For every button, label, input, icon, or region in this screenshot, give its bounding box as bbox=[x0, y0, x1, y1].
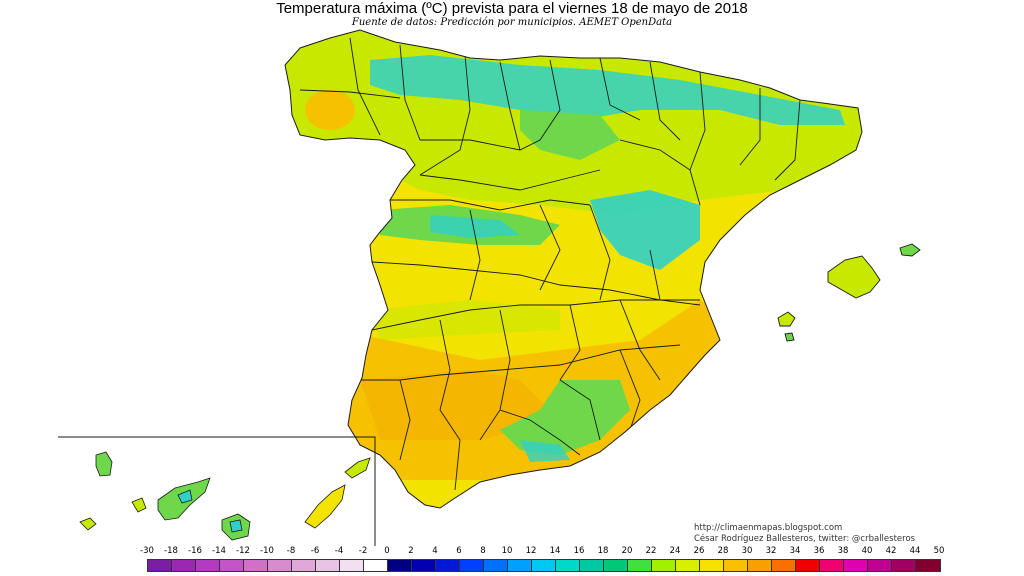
legend-swatch bbox=[652, 560, 676, 571]
legend-swatch bbox=[820, 560, 844, 571]
legend-tick-label: 50 bbox=[933, 546, 945, 556]
legend-swatch bbox=[364, 560, 388, 571]
legend-swatch bbox=[796, 560, 820, 571]
legend-tick-label: -18 bbox=[164, 546, 178, 556]
legend-swatch bbox=[484, 560, 508, 571]
legend-tick-label: 22 bbox=[645, 546, 657, 556]
legend-swatch bbox=[580, 560, 604, 571]
legend-swatch bbox=[604, 560, 628, 571]
legend-tick-label: -4 bbox=[334, 546, 344, 556]
credits: http://climaenmapas.blogspot.com César R… bbox=[694, 523, 915, 545]
map-title: Temperatura máxima (ºC) prevista para el… bbox=[276, 0, 748, 17]
legend-tick-label: -12 bbox=[236, 546, 250, 556]
legend-tick-label: 10 bbox=[501, 546, 513, 556]
legend-tick-label: -6 bbox=[310, 546, 320, 556]
legend-tick-label: 32 bbox=[765, 546, 777, 556]
map-subtitle: Fuente de datos: Predicción por municipi… bbox=[351, 17, 673, 28]
legend-tick-label: 42 bbox=[885, 546, 897, 556]
legend-swatch bbox=[220, 560, 244, 571]
legend-tick-label: 20 bbox=[621, 546, 633, 556]
legend-swatch bbox=[292, 560, 316, 571]
legend-tick-label: 36 bbox=[813, 546, 825, 556]
legend-swatch bbox=[892, 560, 916, 571]
legend-tick-label: 44 bbox=[909, 546, 921, 556]
legend-swatch bbox=[460, 560, 484, 571]
legend-tick-label: 38 bbox=[837, 546, 849, 556]
legend-tick-label: 40 bbox=[861, 546, 873, 556]
balearic-islands bbox=[777, 243, 921, 342]
legend-swatch bbox=[268, 560, 292, 571]
legend-swatch bbox=[724, 560, 748, 571]
legend-swatch bbox=[748, 560, 772, 571]
legend-tick-label: 6 bbox=[456, 546, 462, 556]
legend-swatch bbox=[772, 560, 796, 571]
legend-tick-label: 0 bbox=[384, 546, 390, 556]
legend-swatch bbox=[556, 560, 580, 571]
temperature-legend bbox=[147, 559, 941, 572]
legend-swatch bbox=[628, 560, 652, 571]
legend-tick-label: 34 bbox=[789, 546, 801, 556]
legend-tick-label: 18 bbox=[597, 546, 609, 556]
legend-tick-label: 8 bbox=[480, 546, 486, 556]
legend-swatch bbox=[700, 560, 724, 571]
legend-tick-label: 16 bbox=[573, 546, 585, 556]
legend-tick-label: -14 bbox=[212, 546, 226, 556]
legend-swatch bbox=[196, 560, 220, 571]
legend-tick-label: -2 bbox=[358, 546, 368, 556]
legend-swatch bbox=[532, 560, 556, 571]
legend-tick-label: -10 bbox=[260, 546, 274, 556]
legend-tick-label: 4 bbox=[432, 546, 438, 556]
legend-swatch bbox=[340, 560, 364, 571]
legend-swatch bbox=[388, 560, 412, 571]
legend-swatch bbox=[316, 560, 340, 571]
legend-tick-label: 28 bbox=[717, 546, 729, 556]
legend-tick-label: 14 bbox=[549, 546, 561, 556]
legend-swatch bbox=[868, 560, 892, 571]
legend-tick-label: -8 bbox=[286, 546, 296, 556]
legend-swatch bbox=[412, 560, 436, 571]
legend-swatch bbox=[436, 560, 460, 571]
legend-swatch bbox=[676, 560, 700, 571]
legend-tick-label: -16 bbox=[188, 546, 202, 556]
legend-swatch bbox=[916, 560, 940, 571]
blog-url: http://climaenmapas.blogspot.com bbox=[694, 523, 843, 533]
legend-swatch bbox=[148, 560, 172, 571]
legend-swatch bbox=[244, 560, 268, 571]
legend-tick-label: 24 bbox=[669, 546, 681, 556]
legend-tick-label: 2 bbox=[408, 546, 414, 556]
legend-tick-labels: -30 -18 -16 -14 -12 -10 -8 -6 -4 -2 0 2 4 6 8 10 12 14 16 1… bbox=[140, 546, 960, 558]
legend-tick-label: -30 bbox=[140, 546, 154, 556]
legend-swatch bbox=[844, 560, 868, 571]
author-credit: César Rodríguez Ballesteros, twitter: @c… bbox=[694, 534, 916, 544]
canary-islands bbox=[79, 451, 371, 541]
legend-tick-label: 26 bbox=[693, 546, 705, 556]
legend-tick-label: 12 bbox=[525, 546, 537, 556]
legend-swatch bbox=[508, 560, 532, 571]
legend-swatch bbox=[172, 560, 196, 571]
legend-tick-label: 30 bbox=[741, 546, 753, 556]
